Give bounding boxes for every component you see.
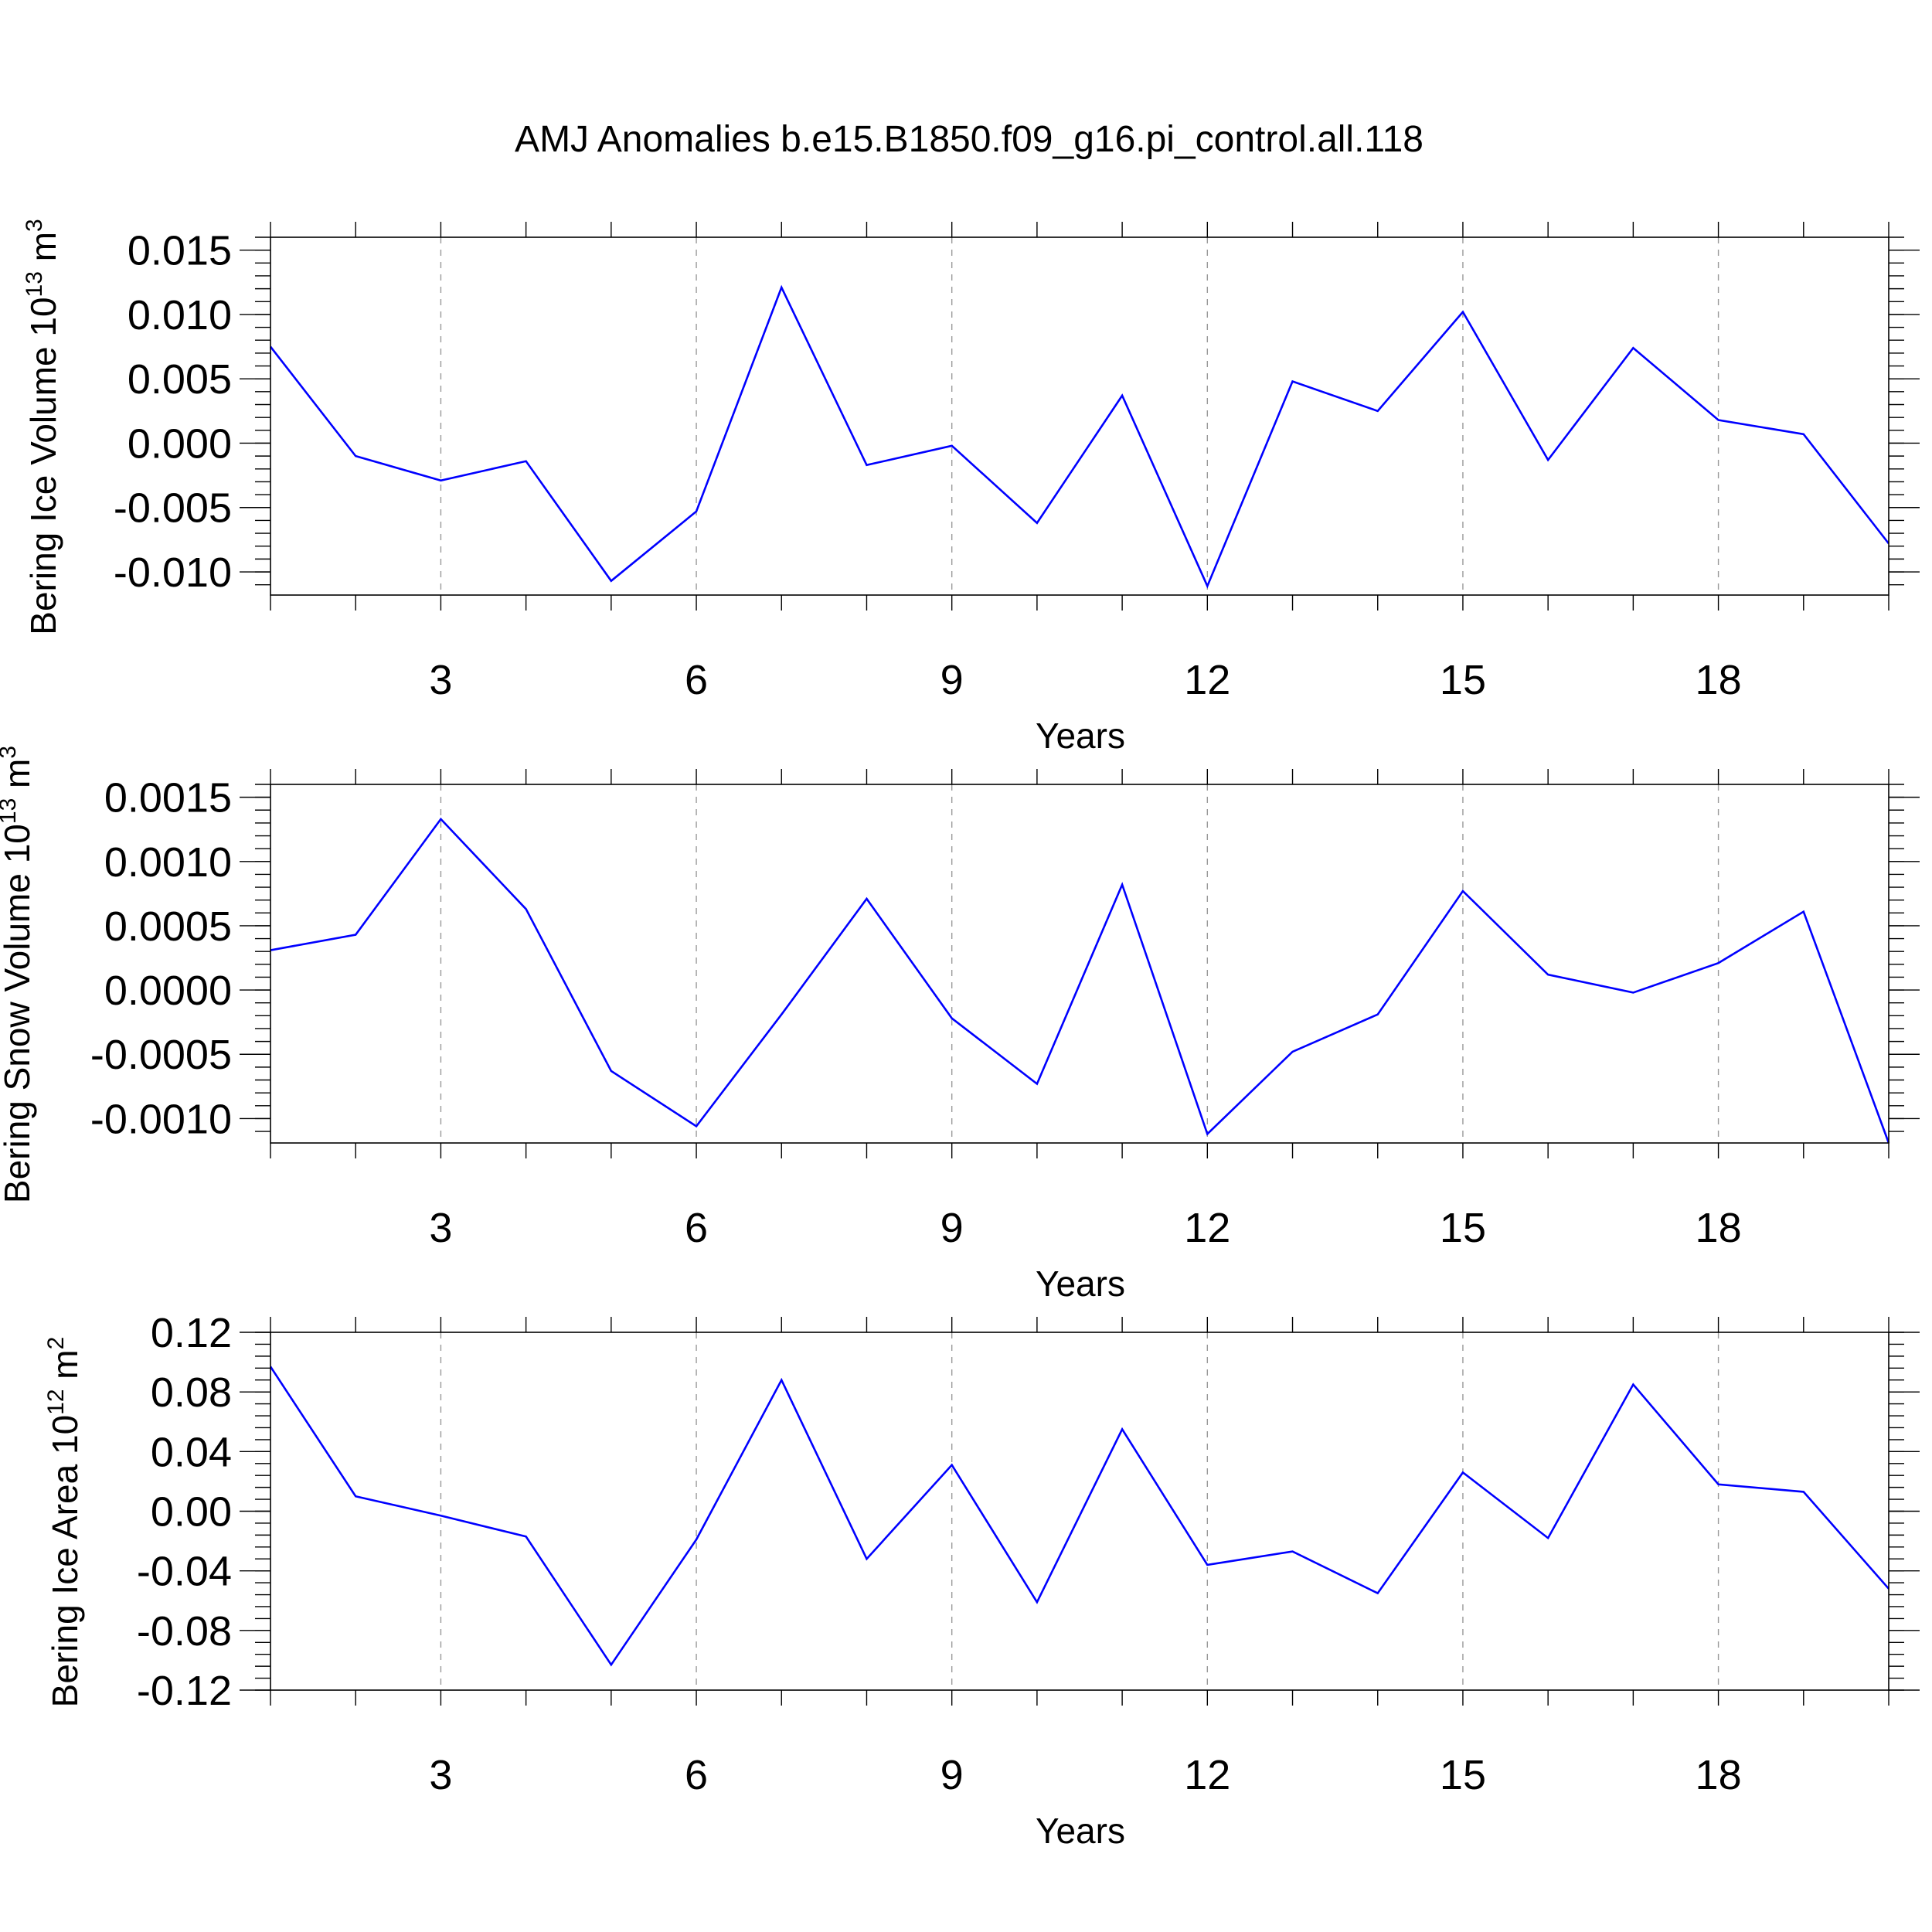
x-axis-title: Years bbox=[1036, 1264, 1125, 1304]
y-tick-label: 0.0000 bbox=[104, 968, 232, 1014]
y-axis-title-unit: m bbox=[23, 232, 63, 271]
y-tick-label: -0.04 bbox=[137, 1549, 232, 1595]
x-tick-label: 6 bbox=[685, 1752, 708, 1798]
y-axis-title: Bering Ice Area 1012 m2 bbox=[43, 1337, 85, 1708]
y-axis-title-exp: 13 bbox=[22, 271, 47, 297]
x-tick-label: 15 bbox=[1440, 1205, 1486, 1251]
x-tick-label: 12 bbox=[1184, 1205, 1230, 1251]
y-tick-label: -0.12 bbox=[137, 1668, 232, 1714]
y-tick-label: 0.00 bbox=[151, 1489, 232, 1536]
panel-1: -0.010 -0.005 0.000 0.005 0.010 0.015 3 6 9 12 15 1… bbox=[22, 219, 1920, 756]
x-tick-label: 18 bbox=[1696, 1752, 1742, 1798]
figure-title: AMJ Anomalies b.e15.B1850.f09_g16.pi_con… bbox=[515, 119, 1423, 160]
panel-2: -0.0010 -0.0005 0.0000 0.0005 0.0010 0.0015 3 6… bbox=[0, 746, 1920, 1304]
plot-frame bbox=[270, 1332, 1889, 1691]
y-tick-label: 0.010 bbox=[128, 292, 232, 338]
x-tick-label: 12 bbox=[1184, 1752, 1230, 1798]
x-tick-label: 18 bbox=[1696, 657, 1742, 703]
plot-frame bbox=[270, 236, 1889, 596]
y-tick-label: 0.04 bbox=[151, 1429, 232, 1475]
y-tick-label: -0.010 bbox=[114, 549, 232, 596]
panel-3: -0.12 -0.08 -0.04 0.00 0.04 0.08 0.12 3 6 9 12 15 18… bbox=[43, 1310, 1920, 1851]
x-tick-label: 15 bbox=[1440, 1752, 1486, 1798]
y-axis-title-text: Bering Ice Area 10 bbox=[45, 1415, 85, 1707]
y-axis-title-unit: m bbox=[0, 759, 37, 798]
y-tick-label: 0.12 bbox=[151, 1310, 232, 1356]
y-tick-label: -0.0010 bbox=[90, 1096, 232, 1142]
y-tick-label: -0.08 bbox=[137, 1608, 232, 1655]
y-tick-label: 0.0005 bbox=[104, 903, 232, 950]
x-tick-label: 9 bbox=[940, 657, 964, 703]
y-tick-label: 0.015 bbox=[128, 228, 232, 274]
plot-frame bbox=[270, 784, 1889, 1144]
y-axis-title-text: Bering Snow Volume 10 bbox=[0, 824, 37, 1203]
y-axis-title: Bering Snow Volume 1013 m3 bbox=[0, 746, 37, 1203]
y-axis-title-unit: m bbox=[45, 1349, 85, 1389]
y-tick-label: 0.000 bbox=[128, 420, 232, 467]
x-tick-label: 18 bbox=[1696, 1205, 1742, 1251]
x-tick-label: 3 bbox=[429, 657, 452, 703]
x-tick-label: 9 bbox=[940, 1205, 964, 1251]
y-tick-label: -0.005 bbox=[114, 485, 232, 532]
x-tick-label: 15 bbox=[1440, 657, 1486, 703]
y-tick-label: 0.005 bbox=[128, 356, 232, 403]
x-tick-label: 3 bbox=[429, 1205, 452, 1251]
y-axis-title-text: Bering Ice Volume 10 bbox=[23, 297, 63, 634]
series-line bbox=[269, 284, 1890, 589]
x-tick-label: 12 bbox=[1184, 657, 1230, 703]
x-tick-label: 6 bbox=[685, 1205, 708, 1251]
y-axis-title-unit-exp: 3 bbox=[0, 746, 21, 759]
x-tick-label: 6 bbox=[685, 657, 708, 703]
y-tick-label: 0.08 bbox=[151, 1369, 232, 1416]
y-axis-title-unit-exp: 2 bbox=[43, 1337, 69, 1350]
y-axis-title: Bering Ice Volume 1013 m3 bbox=[22, 219, 63, 634]
x-axis-title: Years bbox=[1036, 1811, 1125, 1851]
y-tick-label: 0.0015 bbox=[104, 775, 232, 821]
y-axis-title-exp: 12 bbox=[43, 1389, 69, 1414]
y-axis-title-exp: 13 bbox=[0, 798, 21, 824]
y-axis-title-unit-exp: 3 bbox=[22, 219, 47, 232]
x-tick-label: 9 bbox=[940, 1752, 964, 1798]
x-axis-title: Years bbox=[1036, 716, 1125, 756]
panels: -0.010 -0.005 0.000 0.005 0.010 0.015 3 6 9 12 15 1… bbox=[0, 219, 1920, 1851]
series-line bbox=[269, 1366, 1889, 1667]
x-tick-label: 3 bbox=[429, 1752, 452, 1798]
y-tick-label: -0.0005 bbox=[90, 1032, 232, 1078]
y-tick-label: 0.0010 bbox=[104, 839, 232, 886]
series-line bbox=[270, 817, 1890, 1144]
